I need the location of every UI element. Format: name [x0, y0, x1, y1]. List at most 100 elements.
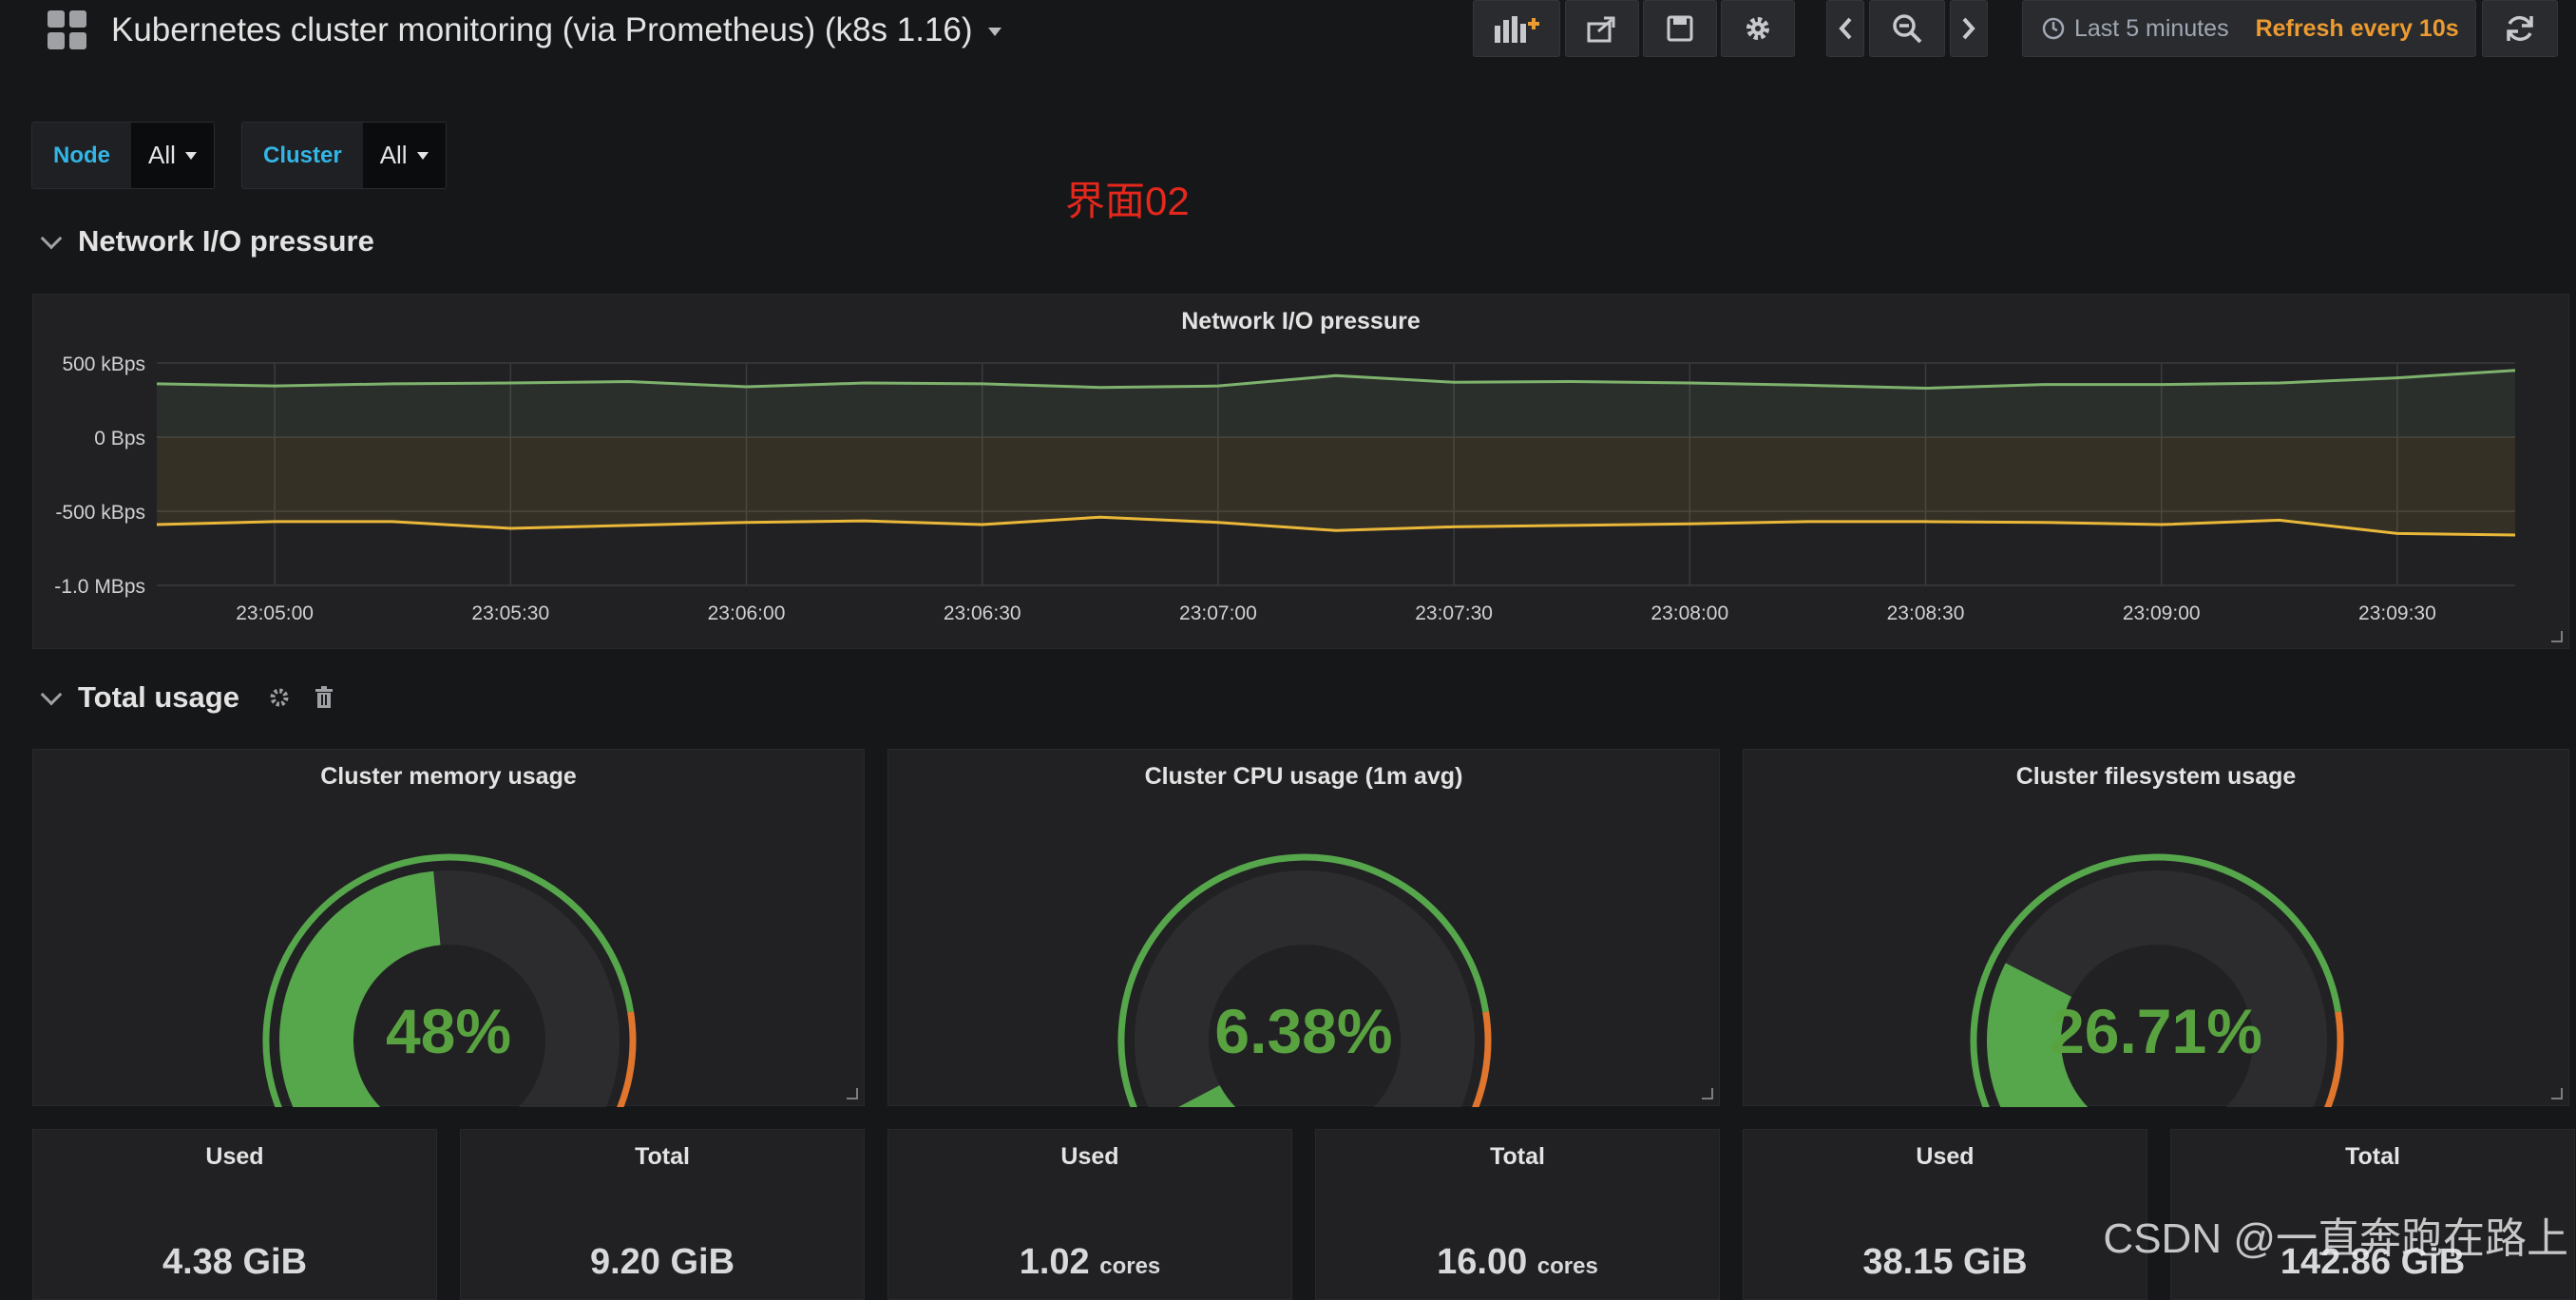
stat-value: 4.38 GiB [162, 1242, 308, 1282]
variable-node[interactable]: Node All [31, 122, 215, 189]
memory-usage-panel: Cluster memory usage 48% [32, 749, 865, 1107]
zoom-out-icon [1893, 14, 1922, 44]
panel-title[interactable]: Used [205, 1143, 264, 1170]
variable-node-label: Node [32, 123, 131, 188]
gauge-threshold-warn [1472, 1011, 1492, 1107]
stat-value: 1.02 cores [1019, 1242, 1161, 1282]
csdn-watermark: CSDN @一直奔跑在路上 [2103, 1215, 2568, 1262]
x-tick-label: 23:07:30 [1415, 602, 1493, 624]
filesystem-used-stat: Used 38.15 GiB [1743, 1129, 2147, 1300]
x-tick-label: 23:05:30 [471, 602, 549, 624]
cpu-gauge [1117, 853, 1492, 1107]
x-tick-label: 23:07:00 [1179, 602, 1257, 624]
variable-cluster-value: All [379, 141, 408, 169]
time-range-label: Last 5 minutes [2074, 14, 2229, 42]
panel-title[interactable]: Cluster filesystem usage [2015, 763, 2297, 790]
panel-title[interactable]: Cluster memory usage [320, 763, 577, 790]
resize-handle[interactable] [2551, 1088, 2563, 1099]
row-total-usage[interactable]: Total usage [40, 680, 334, 715]
panel-title[interactable]: Used [1916, 1143, 1975, 1170]
dashboard-title[interactable]: Kubernetes cluster monitoring (via Prome… [111, 10, 1002, 51]
panel-title[interactable]: Network I/O pressure [1181, 308, 1421, 335]
gear-icon [1746, 17, 1769, 40]
variable-node-value: All [148, 141, 176, 169]
y-tick-label: -1.0 MBps [54, 576, 145, 598]
zoom-out-button[interactable] [1869, 0, 1945, 57]
row-settings-gear-icon[interactable] [268, 686, 291, 709]
panel-title[interactable]: Total [1490, 1143, 1545, 1170]
chevron-down-icon [40, 227, 63, 250]
annotation-text: 界面02 [1065, 179, 1190, 223]
add-panel-icon [1495, 16, 1539, 43]
time-shift-back-button[interactable] [1826, 0, 1864, 57]
time-range-picker[interactable]: Last 5 minutes Refresh every 10s [2022, 0, 2476, 57]
filesystem-usage-panel: Cluster filesystem usage 26.71% [1743, 749, 2569, 1107]
gauge-value: 48% [385, 996, 512, 1066]
gauge-threshold-ok [1970, 853, 2342, 1107]
row-network-title: Network I/O pressure [78, 224, 374, 258]
share-button[interactable] [1565, 0, 1639, 57]
panel-title[interactable]: Total [2345, 1143, 2400, 1170]
save-icon [1667, 15, 1693, 42]
memory-used-stat: Used 4.38 GiB [32, 1129, 437, 1300]
save-dashboard-button[interactable] [1643, 0, 1717, 57]
x-tick-label: 23:05:00 [236, 602, 314, 624]
resize-handle[interactable] [1702, 1088, 1713, 1099]
x-tick-label: 23:09:30 [2358, 602, 2436, 624]
series-line-0[interactable] [156, 369, 2516, 391]
resize-handle[interactable] [2551, 631, 2563, 642]
caret-down-icon [184, 151, 197, 160]
dashboard-title-text: Kubernetes cluster monitoring (via Prome… [111, 11, 973, 48]
refresh-button[interactable] [2482, 0, 2558, 57]
variable-node-select[interactable]: All [131, 123, 214, 188]
x-tick-label: 23:06:00 [708, 602, 786, 624]
gauge-threshold-warn [617, 1011, 637, 1107]
gauge-value-arc [279, 870, 442, 1107]
x-tick-label: 23:09:00 [2123, 602, 2201, 624]
gauge-value-arc [1987, 963, 2089, 1107]
gauge-threshold-ok [1117, 853, 1490, 1107]
variable-cluster-select[interactable]: All [362, 123, 446, 188]
add-panel-button[interactable] [1473, 0, 1560, 57]
time-shift-forward-button[interactable] [1950, 0, 1988, 57]
y-tick-label: -500 kBps [55, 502, 145, 524]
cpu-used-stat: Used 1.02 cores [887, 1129, 1292, 1300]
refresh-interval-label: Refresh every 10s [2255, 14, 2459, 42]
y-tick-label: 500 kBps [62, 354, 145, 375]
stat-value: 38.15 GiB [1862, 1242, 2028, 1282]
cpu-total-stat: Total 16.00 cores [1315, 1129, 1720, 1300]
row-total-title: Total usage [78, 680, 239, 714]
variable-cluster[interactable]: Cluster All [241, 122, 447, 189]
gauge-value-arc [1178, 1084, 1236, 1107]
variable-cluster-label: Cluster [242, 123, 363, 188]
row-network-io[interactable]: Network I/O pressure [40, 224, 374, 258]
network-io-chart[interactable]: 500 kBps 0 Bps -500 kBps -1.0 MBps 23:05:00 2… [33, 295, 2570, 650]
gauge-value: 6.38% [1214, 996, 1393, 1066]
trash-icon[interactable] [314, 686, 334, 709]
series-area-1 [157, 437, 2515, 535]
network-io-panel: Network I/O pressure 500 kBps 0 Bps -500 k… [32, 294, 2569, 649]
memory-total-stat: Total 9.20 GiB [460, 1129, 865, 1300]
chevron-left-icon [1839, 17, 1852, 40]
dashboard-grid-icon[interactable] [48, 10, 87, 50]
panel-title[interactable]: Used [1060, 1143, 1119, 1170]
resize-handle[interactable] [847, 1088, 858, 1099]
gauge-value: 26.71% [2050, 996, 2262, 1066]
stat-value: 142.86 GiB [2280, 1242, 2466, 1282]
panel-title[interactable]: Total [635, 1143, 690, 1170]
y-tick-label: 0 Bps [94, 428, 145, 449]
stat-value: 9.20 GiB [589, 1242, 735, 1282]
stat-value: 16.00 cores [1437, 1242, 1598, 1282]
gauge-track [1135, 870, 1475, 1107]
panel-title[interactable]: Cluster CPU usage (1m avg) [1144, 763, 1463, 790]
filesystem-total-stat: Total 142.86 GiB [2170, 1129, 2575, 1300]
x-tick-label: 23:08:00 [1651, 602, 1728, 624]
refresh-icon [2507, 15, 2533, 42]
settings-button[interactable] [1721, 0, 1795, 57]
cpu-usage-panel: Cluster CPU usage (1m avg) 6.38% [887, 749, 1720, 1107]
chevron-down-icon [40, 683, 63, 706]
x-tick-label: 23:08:30 [1887, 602, 1965, 624]
series-line-1[interactable] [156, 515, 2516, 537]
share-icon [1587, 16, 1615, 43]
filesystem-gauge [1970, 853, 2344, 1107]
